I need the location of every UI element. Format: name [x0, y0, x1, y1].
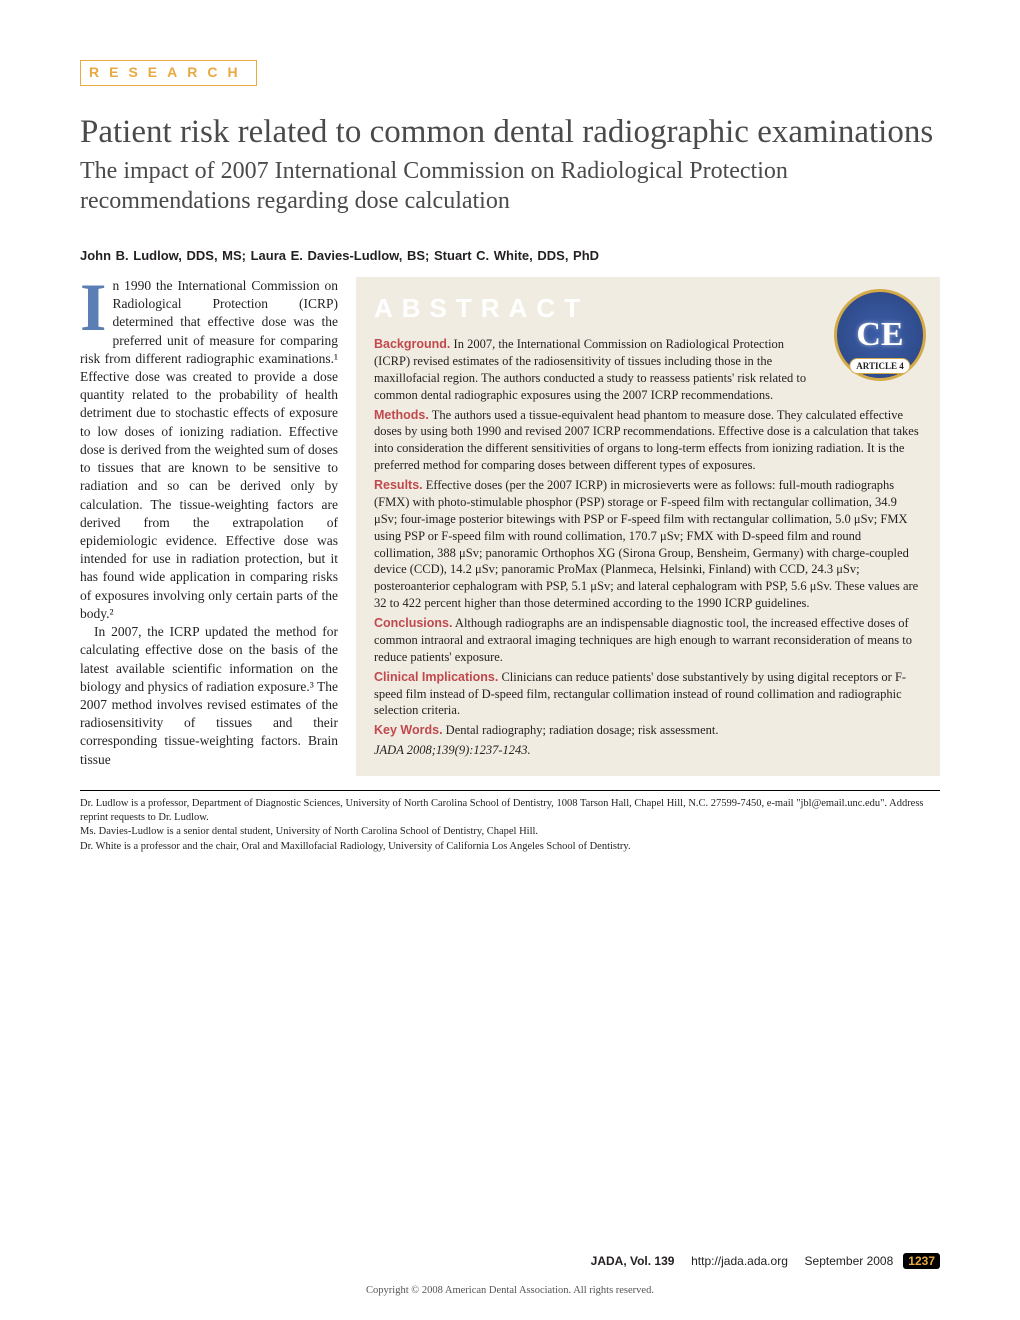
copyright-line: Copyright © 2008 American Dental Associa…	[0, 1285, 1020, 1296]
abstract-methods: Methods. The authors used a tissue-equiv…	[374, 407, 922, 475]
abstract-results: Results. Effective doses (per the 2007 I…	[374, 477, 922, 612]
article-subtitle: The impact of 2007 International Commiss…	[80, 156, 940, 216]
keywords-text: Dental radiography; radiation dosage; ri…	[443, 723, 719, 737]
clinical-head: Clinical Implications.	[374, 670, 498, 684]
affiliation-3: Dr. White is a professor and the chair, …	[80, 840, 940, 854]
conclusions-text: Although radiographs are an indispensabl…	[374, 616, 912, 664]
ce-badge-text: CE	[856, 312, 903, 358]
results-head: Results.	[374, 478, 423, 492]
body-column: In 1990 the International Commission on …	[80, 277, 338, 776]
abstract-clinical: Clinical Implications. Clinicians can re…	[374, 669, 922, 720]
abstract-conclusions: Conclusions. Although radiographs are an…	[374, 615, 922, 666]
footer-bar: JADA, Vol. 139 http://jada.ada.org Septe…	[80, 1254, 940, 1268]
methods-head: Methods.	[374, 408, 429, 422]
affiliation-2: Ms. Davies-Ludlow is a senior dental stu…	[80, 825, 940, 839]
keywords-head: Key Words.	[374, 723, 443, 737]
authors-line: John B. Ludlow, DDS, MS; Laura E. Davies…	[80, 248, 940, 263]
body-paragraph-1: In 1990 the International Commission on …	[80, 277, 338, 623]
dropcap: I	[80, 277, 112, 334]
footer-journal: JADA, Vol. 139	[591, 1254, 675, 1268]
abstract-keywords: Key Words. Dental radiography; radiation…	[374, 722, 922, 739]
article-title: Patient risk related to common dental ra…	[80, 114, 940, 152]
abstract-box: CE ARTICLE 4 ABSTRACT Background. In 200…	[356, 277, 940, 776]
footer-date: September 2008	[805, 1254, 894, 1268]
footer-url: http://jada.ada.org	[691, 1254, 788, 1268]
conclusions-head: Conclusions.	[374, 616, 452, 630]
background-head: Background.	[374, 337, 450, 351]
affiliations: Dr. Ludlow is a professor, Department of…	[80, 790, 940, 854]
affiliation-1: Dr. Ludlow is a professor, Department of…	[80, 797, 940, 825]
section-label: RESEARCH	[80, 60, 257, 86]
results-text: Effective doses (per the 2007 ICRP) in m…	[374, 478, 918, 610]
section-label-text: RESEARCH	[89, 64, 248, 80]
body-paragraph-2: In 2007, the ICRP updated the method for…	[80, 623, 338, 769]
body-p1-text: n 1990 the International Commission on R…	[80, 278, 338, 621]
ce-badge-ribbon: ARTICLE 4	[849, 358, 910, 374]
ce-badge: CE ARTICLE 4	[834, 289, 926, 381]
main-content: In 1990 the International Commission on …	[80, 277, 940, 776]
abstract-citation: JADA 2008;139(9):1237-1243.	[374, 742, 922, 759]
footer-page: 1237	[903, 1253, 940, 1269]
methods-text: The authors used a tissue-equivalent hea…	[374, 408, 919, 473]
ce-badge-circle: CE ARTICLE 4	[834, 289, 926, 381]
